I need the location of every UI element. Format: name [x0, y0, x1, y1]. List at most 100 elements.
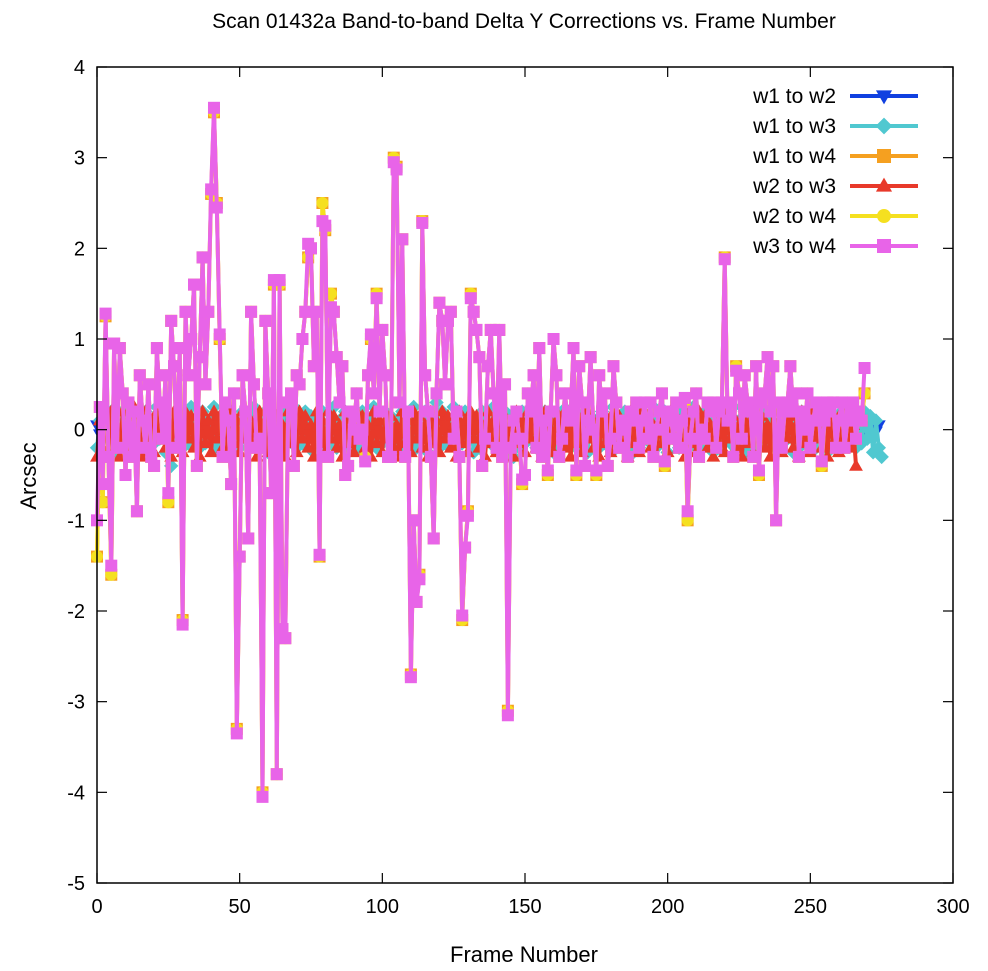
data-point	[316, 197, 329, 209]
data-point	[96, 478, 109, 491]
data-point	[504, 441, 517, 454]
data-point	[165, 314, 178, 327]
data-point	[279, 632, 292, 645]
data-point	[681, 514, 694, 527]
y-tick-label: 3	[74, 148, 85, 170]
data-point	[678, 391, 691, 404]
data-point	[467, 305, 480, 318]
data-point	[775, 441, 788, 454]
x-tick-label: 150	[508, 896, 541, 918]
data-point	[738, 369, 751, 382]
data-point	[744, 405, 757, 418]
data-point	[416, 216, 429, 229]
data-point	[635, 414, 648, 427]
data-point	[784, 360, 797, 373]
data-point	[183, 399, 199, 415]
data-point	[313, 548, 326, 561]
data-point	[501, 709, 514, 722]
legend: w1 to w2 w1 to w3 w1 to w4 w2 to w3 w2 to w4…	[752, 85, 918, 258]
legend-marker	[875, 117, 893, 135]
data-point	[439, 378, 452, 391]
data-point	[333, 396, 346, 409]
data-point	[156, 432, 169, 445]
data-point	[342, 459, 355, 472]
axes: 0 50 100 150 200 250 300 -5 -4 -3 -2 -1 0 1 2 3 4	[67, 57, 969, 918]
y-axis-title: Arcsec	[16, 442, 41, 509]
x-tick-label: 300	[936, 896, 969, 918]
data-point	[293, 378, 306, 391]
data-point	[93, 401, 106, 413]
data-point	[239, 405, 252, 418]
data-point	[610, 396, 623, 409]
data-point	[139, 441, 152, 454]
data-point	[735, 432, 748, 445]
data-point	[459, 541, 472, 554]
data-point	[250, 441, 263, 454]
data-point	[695, 423, 708, 436]
data-point	[182, 369, 195, 382]
x-tick-label: 0	[91, 896, 102, 918]
data-point	[199, 378, 212, 391]
data-point	[410, 595, 423, 608]
data-point	[795, 405, 808, 418]
data-point	[198, 436, 213, 449]
data-point	[204, 445, 219, 458]
data-point	[852, 405, 865, 418]
data-point	[205, 183, 218, 196]
data-point	[159, 369, 172, 382]
data-point	[527, 369, 540, 382]
data-point	[604, 432, 617, 445]
data-point	[667, 432, 680, 445]
data-point	[443, 440, 458, 453]
data-point	[113, 342, 126, 355]
data-point	[710, 441, 723, 454]
data-point	[96, 496, 109, 509]
data-point	[641, 432, 654, 445]
legend-label: w1 to w3	[752, 115, 836, 138]
data-point	[282, 396, 295, 409]
data-point	[655, 387, 668, 400]
data-point	[227, 387, 240, 400]
data-point	[513, 432, 526, 445]
data-point	[188, 278, 201, 291]
data-point	[647, 450, 660, 463]
y-tick-label: -3	[67, 692, 85, 714]
data-point	[259, 314, 272, 327]
data-point	[824, 405, 837, 418]
data-point	[390, 163, 403, 176]
data-point	[461, 509, 474, 522]
data-point	[122, 396, 135, 409]
data-point	[481, 360, 494, 373]
data-point	[372, 413, 387, 426]
data-point	[499, 378, 512, 391]
data-point	[530, 441, 543, 454]
data-point	[270, 768, 283, 781]
data-point	[301, 440, 316, 453]
data-point	[168, 360, 181, 373]
data-point	[370, 292, 383, 305]
data-point	[618, 423, 631, 436]
data-point	[219, 396, 232, 409]
legend-marker	[877, 149, 891, 163]
data-point	[598, 387, 611, 400]
data-point	[419, 369, 432, 382]
data-point	[767, 360, 780, 373]
data-point	[476, 459, 489, 472]
data-point	[356, 423, 369, 436]
data-point	[364, 328, 377, 341]
data-point	[521, 387, 534, 400]
data-point	[287, 459, 300, 472]
data-point	[847, 396, 860, 409]
data-point	[855, 414, 868, 427]
y-tick-label: -2	[67, 601, 85, 623]
data-point	[801, 387, 814, 400]
data-point	[815, 455, 828, 468]
data-point	[329, 440, 344, 453]
data-point	[547, 333, 560, 345]
data-point	[558, 387, 571, 400]
data-point	[330, 351, 343, 364]
data-point	[236, 369, 249, 382]
data-point	[216, 450, 229, 463]
data-point	[310, 305, 323, 318]
